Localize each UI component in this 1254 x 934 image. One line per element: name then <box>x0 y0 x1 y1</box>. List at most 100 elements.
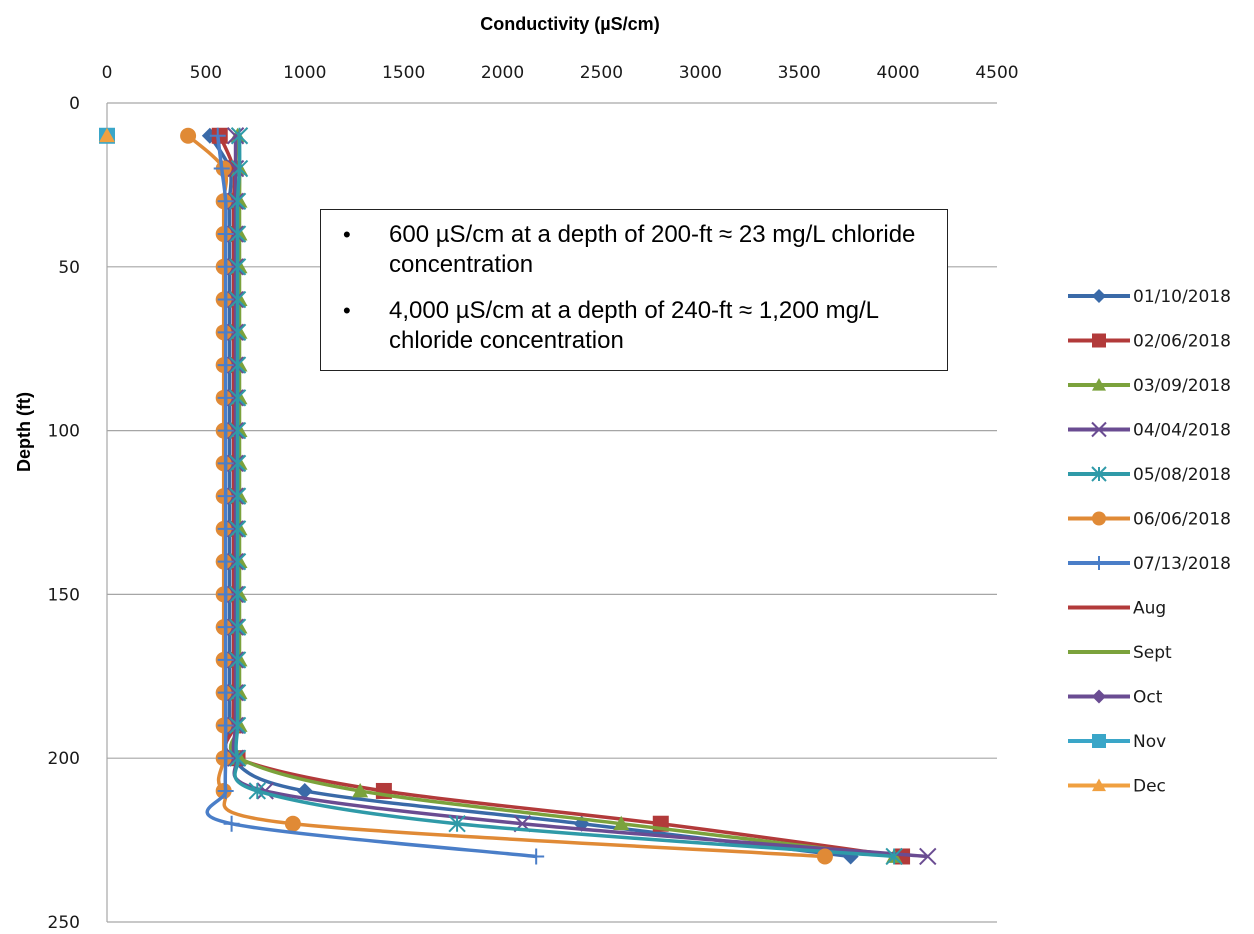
data-point <box>228 258 247 276</box>
x-tick-label: 3500 <box>778 63 821 83</box>
data-point <box>226 225 245 243</box>
x-tick-labels: 0 500 1000 1500 2000 2500 3000 3500 4000 4500 <box>102 63 1019 83</box>
data-point <box>228 454 247 473</box>
data-point <box>226 421 245 440</box>
legend-item: Aug <box>1068 599 1166 619</box>
data-point <box>226 585 245 604</box>
legend-label: Aug <box>1133 599 1166 619</box>
data-point <box>213 160 230 177</box>
data-point <box>1091 466 1107 482</box>
legend-item: 05/08/2018 <box>1068 465 1231 485</box>
x-axis-title: Conductivity (µS/cm) <box>480 14 659 34</box>
data-point <box>228 389 247 407</box>
data-point <box>228 487 247 505</box>
data-point <box>248 782 267 800</box>
data-point <box>180 127 197 144</box>
data-point <box>226 520 245 538</box>
x-tick-label: 4000 <box>876 63 919 83</box>
legend-label: 02/06/2018 <box>1133 332 1231 352</box>
legend-label: Dec <box>1133 777 1166 797</box>
data-point <box>217 357 234 374</box>
data-point <box>217 717 234 734</box>
data-point <box>217 750 234 767</box>
data-point <box>228 356 247 374</box>
annotation-item: 600 µS/cm at a depth of 200-ft ≈ 23 mg/L… <box>343 220 933 280</box>
data-point <box>352 782 369 798</box>
data-point <box>528 848 545 865</box>
data-point <box>230 159 249 178</box>
legend-label: 05/08/2018 <box>1133 465 1231 485</box>
data-point <box>217 488 234 505</box>
x-tick-label: 2000 <box>481 63 524 83</box>
data-point <box>217 455 234 472</box>
y-axis-title: Depth (ft) <box>14 392 34 472</box>
data-point <box>296 782 313 799</box>
data-point <box>223 815 240 832</box>
data-point <box>919 847 937 866</box>
data-point <box>1092 689 1106 704</box>
data-point <box>448 815 466 833</box>
legend-item: 07/13/2018 <box>1068 554 1231 574</box>
legend-item: 03/09/2018 <box>1068 376 1231 396</box>
legend-label: 01/10/2018 <box>1133 287 1231 307</box>
data-point <box>217 586 234 603</box>
data-point <box>228 618 247 636</box>
y-tick-labels: 0 50 100 150 200 250 <box>48 94 80 933</box>
data-point <box>226 749 245 767</box>
annotation-item: 4,000 µS/cm at a depth of 240-ft ≈ 1,200… <box>343 296 933 356</box>
legend-item: 01/10/2018 <box>1068 287 1231 307</box>
data-point <box>228 683 247 702</box>
legend-label: Sept <box>1133 643 1172 663</box>
data-point <box>217 782 234 799</box>
data-point <box>226 552 245 571</box>
data-point <box>217 324 234 341</box>
data-point <box>217 226 234 243</box>
data-point <box>226 487 245 505</box>
data-point <box>1092 289 1106 303</box>
legend-item: 06/06/2018 <box>1068 510 1231 530</box>
series-04/04/2018 <box>226 127 937 866</box>
annotation-box: 600 µS/cm at a depth of 200-ft ≈ 23 mg/L… <box>320 209 948 371</box>
data-point <box>226 389 245 407</box>
legend-label: Nov <box>1133 732 1166 752</box>
data-point <box>99 127 115 143</box>
data-point <box>226 356 245 374</box>
y-tick-label: 50 <box>58 258 80 278</box>
data-point <box>217 422 234 439</box>
data-point <box>226 258 245 276</box>
y-tick-label: 250 <box>48 913 80 933</box>
data-point <box>1092 333 1106 348</box>
data-point <box>228 585 247 604</box>
data-point <box>228 323 247 342</box>
data-point <box>217 619 234 636</box>
legend-item: Dec <box>1068 777 1166 797</box>
data-point <box>284 815 301 832</box>
legend-label: 07/13/2018 <box>1133 554 1231 574</box>
data-point <box>226 651 245 669</box>
data-point <box>1091 421 1107 438</box>
x-tick-label: 500 <box>190 63 222 83</box>
gridlines <box>106 102 997 923</box>
data-point <box>1092 734 1106 748</box>
x-tick-label: 2500 <box>580 63 623 83</box>
legend-item: Nov <box>1068 732 1166 752</box>
x-tick-label: 3000 <box>679 63 722 83</box>
series-Dec <box>99 127 115 143</box>
data-point <box>816 848 833 865</box>
data-point <box>228 290 247 309</box>
data-point <box>217 258 234 275</box>
data-point <box>228 651 247 669</box>
data-point <box>217 291 234 308</box>
y-tick-label: 100 <box>48 422 80 442</box>
legend-item: 02/06/2018 <box>1068 332 1231 352</box>
data-point <box>885 847 903 866</box>
x-tick-label: 4500 <box>975 63 1018 83</box>
legend-label: 04/04/2018 <box>1133 421 1231 441</box>
data-point <box>217 520 234 537</box>
y-tick-label: 200 <box>48 749 80 769</box>
data-point <box>228 520 247 538</box>
data-point <box>226 290 245 309</box>
x-tick-label: 1000 <box>283 63 326 83</box>
data-point <box>217 651 234 668</box>
